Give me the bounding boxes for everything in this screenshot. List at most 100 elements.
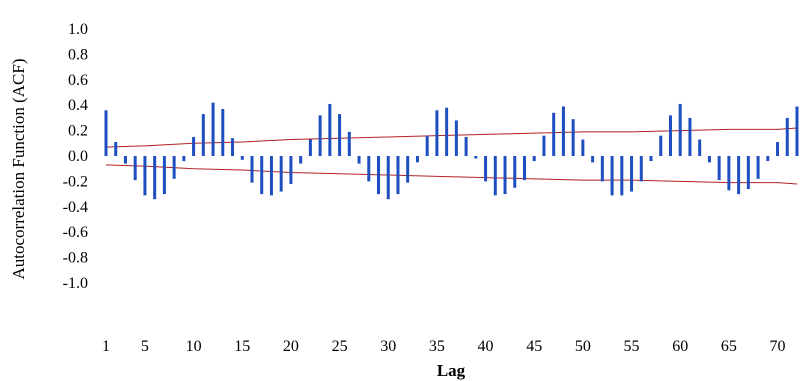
acf-bar-lag-56 xyxy=(639,156,643,182)
acf-bar-lag-19 xyxy=(279,156,283,192)
y-axis-title: Autocorrelation Function (ACF) xyxy=(9,59,28,280)
acf-bar-lag-65 xyxy=(727,156,731,191)
acf-bar-lag-39 xyxy=(474,156,478,159)
acf-bar-lag-10 xyxy=(192,136,196,156)
acf-bar-lag-36 xyxy=(445,107,449,156)
acf-bar-lag-71 xyxy=(785,117,789,156)
acf-bar-lag-38 xyxy=(464,136,468,156)
acf-bars xyxy=(104,102,799,200)
acf-bar-lag-18 xyxy=(269,156,273,196)
acf-bar-lag-13 xyxy=(221,109,225,156)
x-tick-label: 45 xyxy=(526,338,542,355)
confidence-band-upper xyxy=(105,127,798,148)
confidence-band-lower xyxy=(105,164,798,185)
y-tick-label: -0.8 xyxy=(63,250,88,267)
acf-bar-lag-31 xyxy=(396,156,400,195)
acf-bar-lag-66 xyxy=(737,156,741,195)
acf-bar-lag-30 xyxy=(386,156,390,200)
acf-bar-lag-44 xyxy=(522,156,526,181)
acf-bar-lag-58 xyxy=(659,135,663,156)
acf-bar-lag-70 xyxy=(776,142,780,156)
acf-bar-lag-1 xyxy=(104,110,108,156)
acf-bar-lag-55 xyxy=(630,156,634,192)
acf-bar-lag-21 xyxy=(299,156,303,164)
acf-bar-lag-2 xyxy=(114,142,118,156)
acf-bar-lag-49 xyxy=(571,119,575,156)
x-tick-label: 25 xyxy=(332,338,348,355)
y-tick-label: 0.0 xyxy=(68,148,88,165)
y-tick-label: 0.2 xyxy=(68,123,88,140)
acf-bar-lag-42 xyxy=(503,156,507,195)
acf-bar-lag-17 xyxy=(260,156,264,195)
acf-bar-lag-14 xyxy=(231,138,235,156)
acf-bar-lag-59 xyxy=(668,115,672,156)
acf-bar-lag-24 xyxy=(328,103,332,156)
confidence-band xyxy=(105,127,798,185)
acf-bar-lag-23 xyxy=(318,115,322,156)
acf-bar-lag-16 xyxy=(250,156,254,183)
acf-bar-lag-48 xyxy=(561,106,565,156)
acf-bar-lag-47 xyxy=(552,112,556,156)
acf-bar-lag-46 xyxy=(542,135,546,156)
acf-bar-lag-15 xyxy=(240,156,244,160)
x-tick-label: 15 xyxy=(234,338,250,355)
acf-bar-lag-64 xyxy=(717,156,721,181)
acf-bar-lag-9 xyxy=(182,156,186,162)
y-tick-label: -0.4 xyxy=(63,199,88,216)
acf-bar-lag-43 xyxy=(513,156,517,188)
acf-bar-lag-54 xyxy=(620,156,624,196)
acf-bar-lag-51 xyxy=(591,156,595,163)
acf-bar-lag-27 xyxy=(357,156,361,164)
acf-bar-lag-41 xyxy=(493,156,497,196)
acf-bar-lag-63 xyxy=(707,156,711,163)
x-tick-label: 40 xyxy=(478,338,494,355)
x-tick-label: 10 xyxy=(186,338,202,355)
acf-bar-lag-40 xyxy=(484,156,488,182)
acf-bar-lag-45 xyxy=(532,156,536,162)
x-tick-label: 50 xyxy=(575,338,591,355)
x-tick-label: 5 xyxy=(141,338,149,355)
y-tick-label: 0.4 xyxy=(68,97,88,114)
acf-bar-lag-57 xyxy=(649,156,653,162)
acf-bar-lag-12 xyxy=(211,102,215,156)
acf-bar-lag-50 xyxy=(581,139,585,156)
acf-bar-lag-22 xyxy=(308,139,312,156)
acf-bar-lag-69 xyxy=(766,156,770,162)
y-tick-label: 0.8 xyxy=(68,46,88,63)
y-tick-label: -1.0 xyxy=(63,275,88,292)
y-axis-ticks: 1.0 0.8 0.6 0.4 0.2 0.0 -0.2 -0.4 -0.6 -0.8 -1.0 xyxy=(63,21,88,292)
x-tick-label: 20 xyxy=(283,338,299,355)
x-tick-label: 60 xyxy=(672,338,688,355)
acf-bar-lag-25 xyxy=(338,114,342,156)
acf-bar-lag-7 xyxy=(162,156,166,195)
acf-bar-lag-60 xyxy=(678,103,682,156)
acf-bar-lag-52 xyxy=(600,156,604,182)
acf-bar-lag-28 xyxy=(367,156,371,182)
x-axis-ticks: 1 5 10 15 20 25 30 35 40 45 50 55 60 65 70 xyxy=(102,338,786,355)
acf-bar-lag-67 xyxy=(746,156,750,190)
x-tick-label: 1 xyxy=(102,338,110,355)
acf-bar-lag-68 xyxy=(756,156,760,179)
acf-bar-lag-33 xyxy=(415,156,419,163)
acf-bar-lag-8 xyxy=(172,156,176,179)
y-tick-label: 0.6 xyxy=(68,72,88,89)
x-tick-label: 65 xyxy=(721,338,737,355)
acf-bar-lag-35 xyxy=(435,110,439,156)
acf-bar-lag-62 xyxy=(698,139,702,156)
acf-bar-lag-6 xyxy=(153,156,157,200)
x-axis-title: Lag xyxy=(437,361,466,380)
y-tick-label: 1.0 xyxy=(68,21,88,38)
acf-bar-lag-4 xyxy=(133,156,137,181)
acf-bar-lag-3 xyxy=(123,156,127,164)
x-tick-label: 55 xyxy=(624,338,640,355)
y-tick-label: -0.2 xyxy=(63,173,88,190)
y-tick-label: -0.6 xyxy=(63,224,88,241)
acf-bar-lag-34 xyxy=(425,135,429,156)
acf-bar-lag-61 xyxy=(688,117,692,156)
acf-bar-lag-32 xyxy=(406,156,410,183)
acf-bar-lag-11 xyxy=(201,114,205,156)
acf-bar-lag-20 xyxy=(289,156,293,184)
acf-bar-lag-37 xyxy=(454,120,458,156)
acf-bar-lag-53 xyxy=(610,156,614,196)
